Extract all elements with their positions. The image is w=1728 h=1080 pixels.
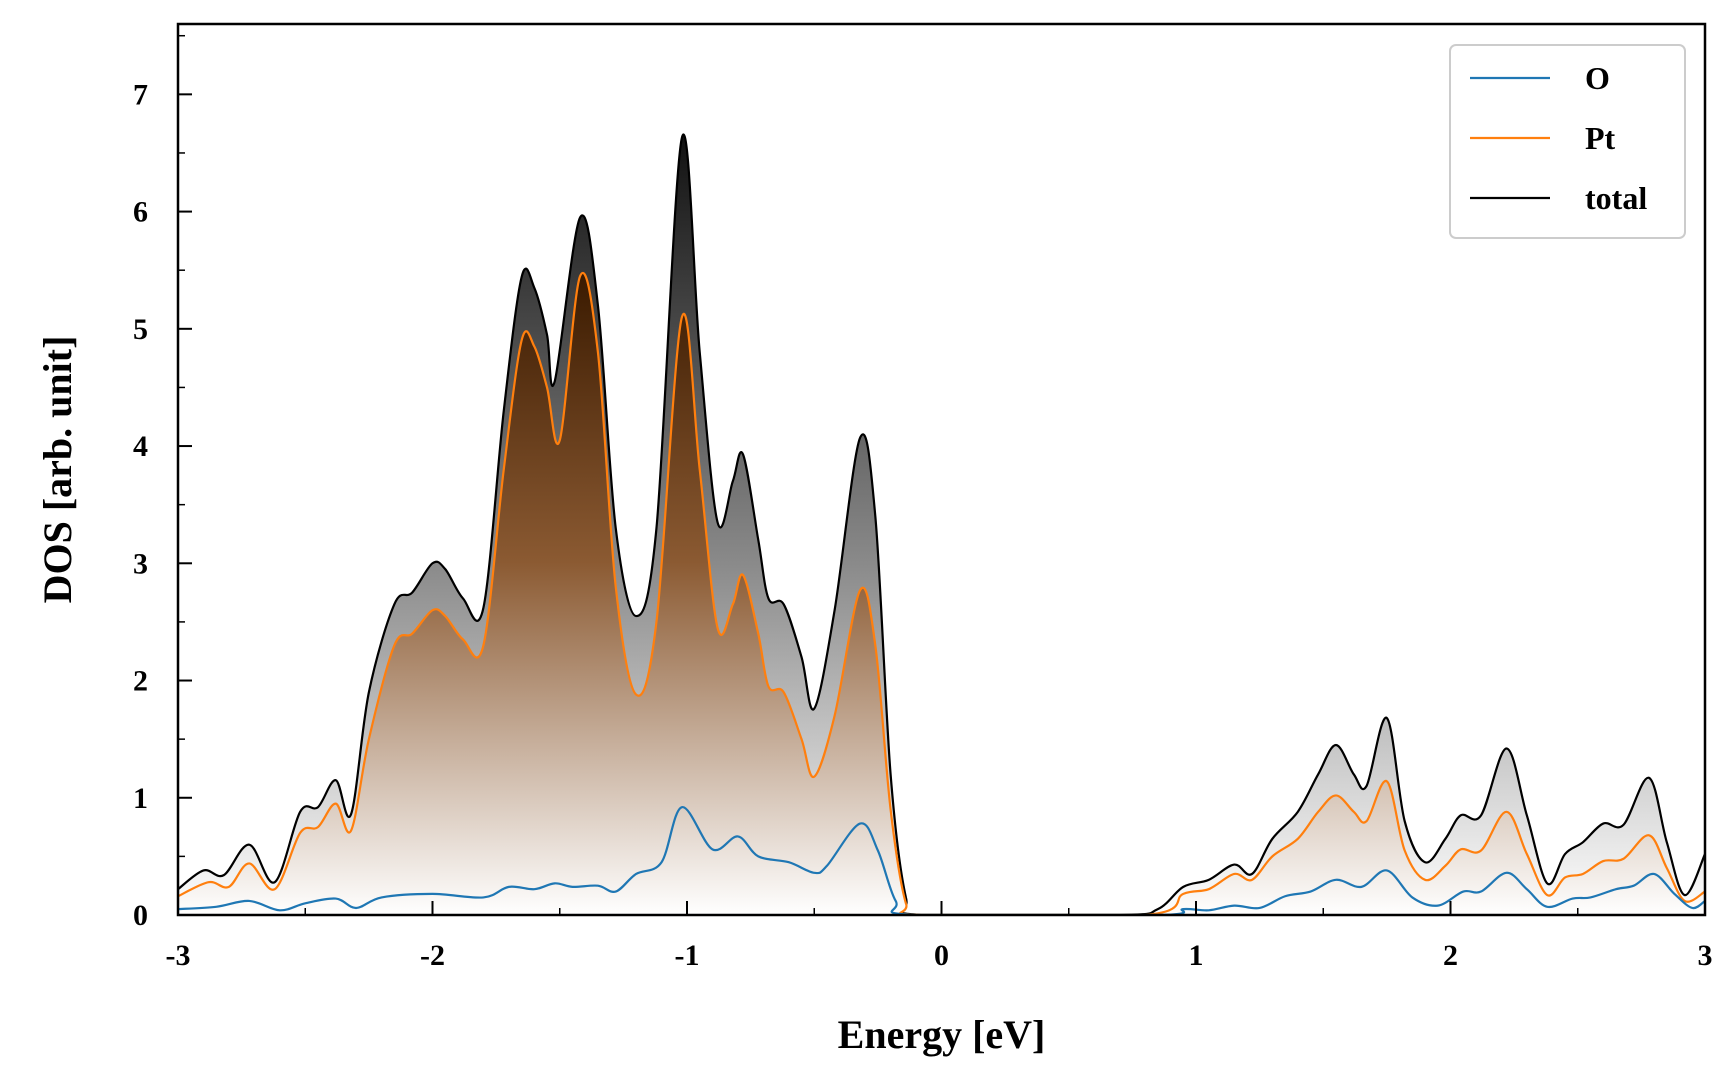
plot-area — [178, 133, 1705, 915]
legend-label-pt: Pt — [1585, 120, 1616, 156]
y-tick-label: 5 — [133, 313, 148, 346]
legend-label-total: total — [1585, 180, 1647, 216]
series-fill-pt — [178, 272, 1705, 915]
series-line-pt — [178, 272, 1705, 915]
legend: O Pt total — [1449, 44, 1686, 239]
y-tick-label: 2 — [133, 665, 148, 698]
y-tick-label: 6 — [133, 196, 148, 229]
y-tick-label: 4 — [133, 430, 148, 463]
axes: -3 -2 -1 0 1 2 3 0 1 2 3 4 5 6 7 — [133, 22, 1713, 972]
y-tick-label: 7 — [133, 78, 148, 111]
legend-label-o: O — [1585, 60, 1610, 96]
x-axis-title: Energy [eV] — [838, 1012, 1046, 1057]
legend-box — [1449, 44, 1686, 239]
x-tick-label: -1 — [675, 939, 700, 972]
x-tick-label: 0 — [934, 939, 949, 972]
x-tick-label: 2 — [1443, 939, 1458, 972]
series-line-o — [178, 806, 1705, 915]
series-line-total — [178, 133, 1705, 915]
y-tick-label: 0 — [133, 899, 148, 932]
x-tick-label: 1 — [1189, 939, 1204, 972]
y-axis-title: DOS [arb. unit] — [35, 336, 80, 604]
x-tick-label: -3 — [166, 939, 191, 972]
x-tick-label: 3 — [1698, 939, 1713, 972]
x-tick-label: -2 — [420, 939, 445, 972]
y-tick-label: 3 — [133, 547, 148, 580]
y-tick-label: 1 — [133, 782, 148, 815]
